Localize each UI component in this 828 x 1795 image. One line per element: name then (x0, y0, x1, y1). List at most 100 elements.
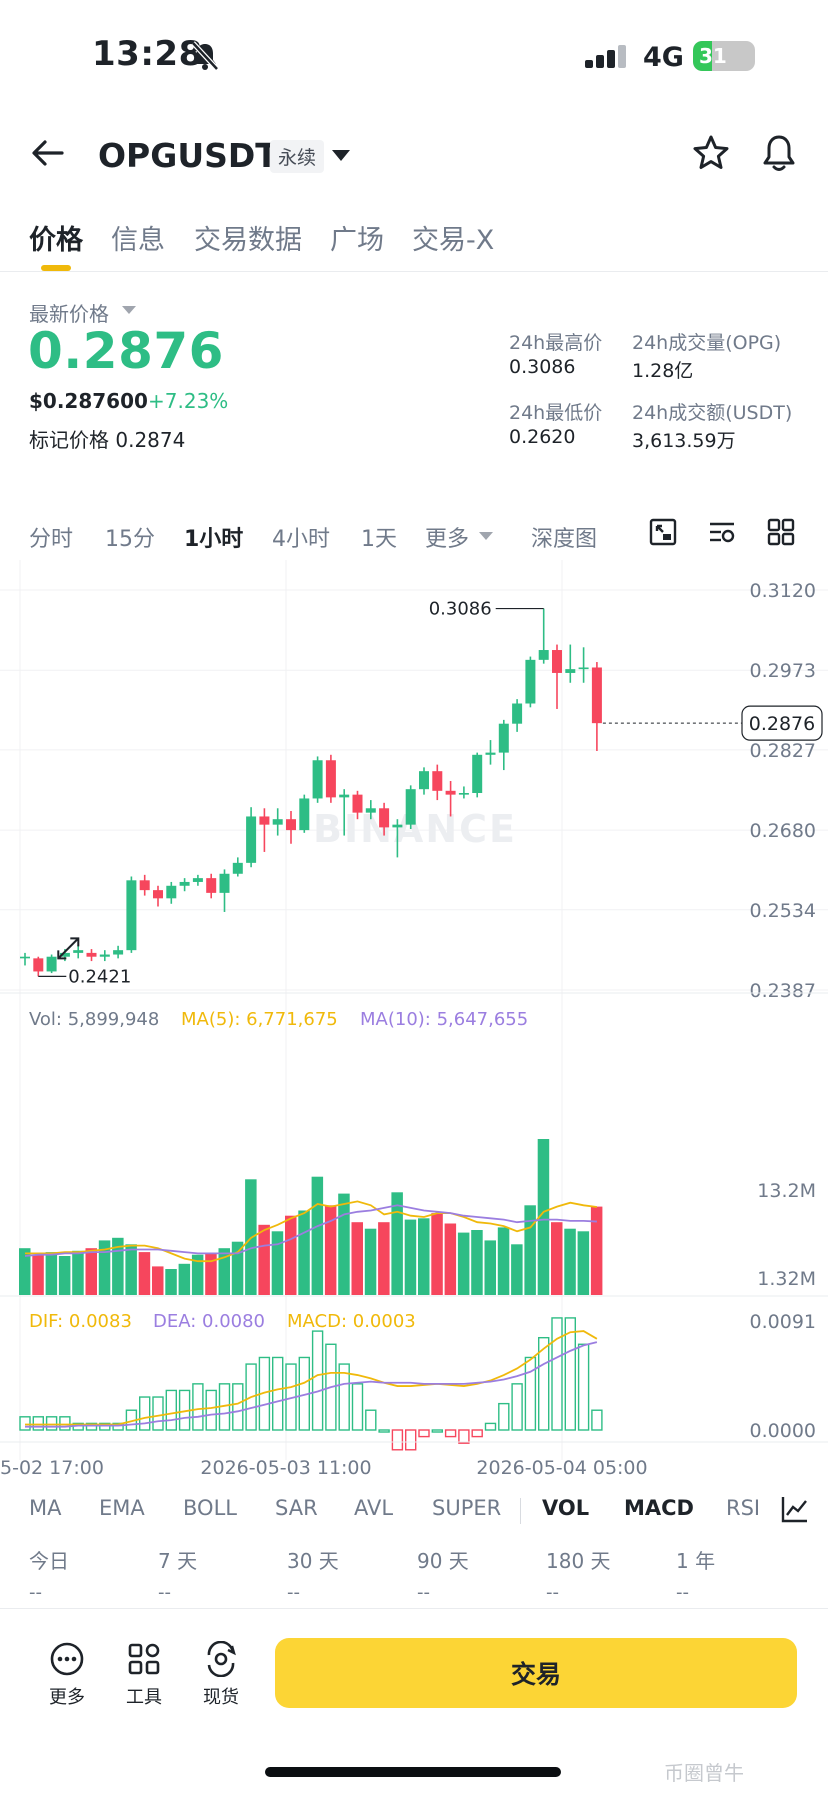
tab-trading-data[interactable]: 交易数据 (194, 225, 302, 256)
candle-body (538, 650, 549, 660)
interval-timeline[interactable]: 分时 (29, 527, 74, 552)
candle-body (432, 771, 443, 791)
interval-1d[interactable]: 1天 (361, 527, 397, 552)
interval-4h[interactable]: 4小时 (272, 527, 330, 552)
interval-more-dropdown-icon[interactable] (479, 532, 493, 540)
volume-bar (72, 1250, 84, 1295)
volume-bar (551, 1222, 563, 1295)
trade-button[interactable]: 交易 (275, 1638, 797, 1708)
macd-histogram-bar (524, 1356, 537, 1431)
indicator-avl[interactable]: AVL (354, 1496, 394, 1520)
volume-ma10-line (24, 1204, 597, 1257)
tab-info[interactable]: 信息 (111, 225, 165, 256)
spot-button[interactable]: 现货 (186, 1641, 256, 1709)
fullscreen-chart-icon[interactable] (648, 517, 678, 547)
candle-body (86, 952, 97, 957)
macd-histogram-bar (32, 1416, 44, 1431)
battery-level: 31 (699, 44, 727, 68)
low-24h-label: 24h最低价 (509, 402, 603, 424)
volume-bar (298, 1210, 310, 1295)
macd-histogram-bar (99, 1422, 111, 1431)
last-price-dropdown-icon[interactable] (122, 306, 136, 314)
volume-bar (191, 1254, 204, 1295)
depth-chart-tab[interactable]: 深度图 (531, 527, 598, 552)
more-label: 更多 (49, 1687, 85, 1708)
indicator-super[interactable]: SUPER (432, 1496, 502, 1520)
candle-body (46, 956, 57, 972)
active-tab-indicator (41, 265, 71, 271)
macd-histogram-bar (405, 1429, 417, 1451)
macd-value-label: MACD: 0.0003 (287, 1311, 416, 1332)
kline-chart-canvas[interactable]: 0.31200.29730.28270.26800.25340.2387BINA… (0, 560, 828, 1475)
macd-histogram-bar (19, 1416, 31, 1431)
candle-body (219, 873, 230, 893)
perf-label: 7 天 (158, 1549, 198, 1573)
perf-7d: 7 天 -- (158, 1545, 197, 1603)
tab-trade-x[interactable]: 交易-X (412, 225, 495, 256)
volume-bar (338, 1193, 350, 1295)
candle-body (272, 819, 283, 825)
volume-bar (98, 1240, 111, 1295)
indicator-boll[interactable]: BOLL (183, 1496, 237, 1520)
indicator-ema[interactable]: EMA (99, 1496, 145, 1520)
volume-bar (537, 1139, 550, 1295)
interval-1h[interactable]: 1小时 (184, 527, 244, 552)
indicator-macd[interactable]: MACD (624, 1496, 694, 1520)
grid-layout-icon[interactable] (766, 517, 796, 547)
indicator-rsi[interactable]: RSI (726, 1496, 761, 1520)
macd-histogram-bar (458, 1429, 470, 1444)
symbol-title[interactable]: OPGUSDT (98, 136, 278, 175)
x-axis-label: 5-02 17:00 (0, 1457, 104, 1475)
candle-body (232, 862, 243, 874)
indicator-vol[interactable]: VOL (542, 1496, 590, 1520)
macd-histogram-bar (577, 1343, 590, 1431)
last-price-label[interactable]: 最新价格 (29, 302, 109, 326)
tools-grid-icon (128, 1643, 160, 1675)
volume-bar (58, 1256, 71, 1295)
volume-bar (577, 1231, 590, 1295)
candle-body (578, 667, 589, 670)
volume-axis-tick: 13.2M (757, 1180, 816, 1202)
volume-bar (497, 1227, 510, 1295)
spot-label: 现货 (203, 1687, 239, 1708)
status-bar: 13:28 4G 31 (0, 0, 828, 110)
perf-today: 今日 -- (29, 1545, 69, 1603)
macd-histogram-bar (564, 1317, 576, 1431)
candle-body (20, 956, 30, 959)
more-button[interactable]: 更多 (32, 1641, 102, 1709)
tab-square[interactable]: 广场 (330, 225, 384, 256)
symbol-dropdown-icon[interactable] (332, 150, 350, 161)
macd-histogram-bar (484, 1422, 497, 1431)
home-indicator[interactable] (265, 1767, 561, 1777)
candle-body (113, 950, 124, 955)
interval-more[interactable]: 更多 (425, 527, 470, 552)
candle-body (246, 816, 257, 863)
indicator-ma[interactable]: MA (29, 1496, 62, 1520)
chart-settings-icon[interactable] (707, 517, 737, 547)
back-arrow-icon[interactable] (30, 135, 66, 171)
indicator-settings-icon[interactable] (780, 1494, 810, 1524)
tools-button[interactable]: 工具 (109, 1641, 179, 1709)
macd-axis-tick: 0.0000 (750, 1420, 816, 1442)
alert-bell-icon[interactable] (760, 133, 798, 173)
battery-icon: 31 (693, 41, 755, 71)
volume-bar (32, 1254, 44, 1295)
kline-chart[interactable]: 0.3120 0.2973 0.2827 0.2680 0.2534 0.2387 BINA… (0, 560, 828, 1475)
high-price-label: 0.3086 (429, 599, 492, 620)
interval-15m[interactable]: 15分 (105, 527, 155, 552)
macd-histogram-bar (325, 1343, 337, 1431)
volume-bar (152, 1266, 164, 1295)
volume-bar (511, 1244, 523, 1295)
volume-bar (431, 1213, 443, 1295)
indicator-sar[interactable]: SAR (275, 1496, 318, 1520)
macd-histogram-bar (245, 1363, 257, 1431)
candle-body (192, 878, 203, 882)
macd-histogram-bar (471, 1429, 483, 1438)
volume-bar (271, 1231, 284, 1295)
volume-bar (218, 1248, 230, 1295)
candle-body (325, 760, 336, 798)
favorite-star-icon[interactable] (692, 134, 730, 172)
tab-price[interactable]: 价格 (29, 225, 83, 256)
macd-histogram-bar (138, 1396, 151, 1431)
bottom-bar: 更多 工具 现货 交易 (0, 1625, 828, 1725)
